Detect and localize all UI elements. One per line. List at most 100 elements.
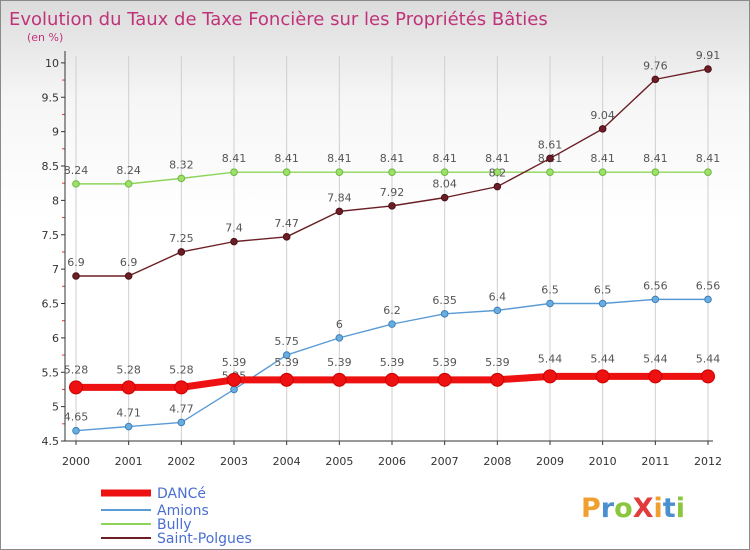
proxiti-logo: ProXiti [581,493,685,524]
data-point [493,182,502,191]
data-label: 5.39 [432,356,457,369]
data-label: 5.28 [64,363,89,376]
data-point [388,320,396,328]
data-label: 5.44 [643,352,668,365]
data-label: 8.41 [590,152,615,165]
x-tick-label: 2011 [641,455,669,468]
logo-letter: o [614,493,633,524]
data-label: 8.41 [485,152,510,165]
data-label: 5.28 [116,363,141,376]
x-tick-label: 2008 [483,455,511,468]
data-label: 6.35 [432,294,457,307]
logo-text: ProXiti [581,493,685,524]
x-tick-label: 2005 [325,455,353,468]
data-label: 5.39 [380,356,405,369]
axes: 4.5 5 5.5 6 6.5 7 7.5 8 8.5 9 9.5 10 2000 2001 2002 200… [42,51,722,468]
data-label: 4.77 [169,402,194,415]
data-label: 8.41 [222,152,247,165]
data-label: 4.65 [64,411,89,424]
data-label: 6.2 [383,304,401,317]
data-point [704,168,712,176]
data-point [332,372,347,387]
data-label: 9.04 [590,109,615,122]
data-label: 6.9 [120,256,138,269]
data-point [490,372,505,387]
data-label: 9.91 [696,49,721,62]
x-tick-label: 2001 [115,455,143,468]
data-label: 5.39 [485,356,510,369]
data-label: 8.41 [643,152,668,165]
data-label: 5.44 [590,352,615,365]
y-tick-label: 8.5 [42,160,60,173]
data-label: 7.84 [327,191,352,204]
data-point [72,426,80,435]
logo-letter: X [633,493,654,524]
data-point [598,125,607,133]
y-tick-label: 9.5 [42,91,60,104]
data-label: 8.41 [274,152,299,165]
data-point [440,193,449,202]
data-point [388,168,396,176]
data-label: 8.04 [432,178,457,191]
x-tick-label: 2012 [694,455,722,468]
data-point [279,372,294,387]
chart-subtitle: (en %) [27,31,63,44]
data-point [648,369,663,384]
data-label: 6.56 [643,279,668,292]
data-point [230,168,238,176]
data-point [385,372,399,387]
series-danc-: 5.28 5.28 5.28 5.39 5.39 5.39 5.39 5.39 5.39 5.44… [64,352,721,395]
data-label: 5.39 [222,356,247,369]
x-tick-label: 2007 [431,455,459,468]
data-point [177,248,186,256]
y-tick-label: 7 [52,263,59,276]
data-label: 9.76 [643,59,668,72]
chart-title: Evolution du Taux de Taxe Foncière sur l… [9,9,548,30]
x-tick-label: 2002 [167,455,195,468]
y-tick-label: 6 [52,332,59,345]
data-point [174,380,189,395]
data-label: 7.92 [380,186,405,199]
data-point [121,380,136,395]
data-label: 6.4 [489,290,507,303]
data-label: 5.39 [274,356,299,369]
data-label: 8.24 [116,164,141,177]
data-point [546,154,554,163]
data-label: 6.5 [594,284,612,297]
data-label: 7.47 [274,217,299,230]
data-point [546,168,554,176]
logo-letter: P [581,493,601,524]
y-tick-label: 6.5 [42,298,60,311]
data-label: 8.41 [432,152,457,165]
data-point [440,310,449,318]
data-label: 5.44 [538,352,563,365]
data-point [598,168,607,176]
logo-letter: r [601,493,615,524]
data-point [335,207,344,216]
data-point [124,180,133,188]
data-point [124,422,133,431]
data-label: 4.71 [116,407,141,420]
data-label: 5.44 [696,352,721,365]
data-point [595,369,610,384]
data-point [493,306,502,315]
legend-label: DANCé [157,486,206,502]
series-layer: 4.654.714.775.255.7566.26.356.46.56.56.5… [64,49,721,435]
data-point [177,418,186,427]
data-point [72,180,80,188]
data-point [72,272,80,280]
x-tick-label: 2003 [220,455,248,468]
data-label: 6.56 [696,279,721,292]
data-label: 8.41 [696,152,721,165]
data-label: 6.5 [541,284,559,297]
y-tick-label: 10 [45,57,59,70]
data-point [388,202,396,210]
data-point [282,168,291,176]
data-point [282,351,291,359]
data-label: 8.41 [380,152,405,165]
logo-letter: i [654,493,663,524]
data-point [546,299,554,308]
x-tick-label: 2006 [378,455,406,468]
